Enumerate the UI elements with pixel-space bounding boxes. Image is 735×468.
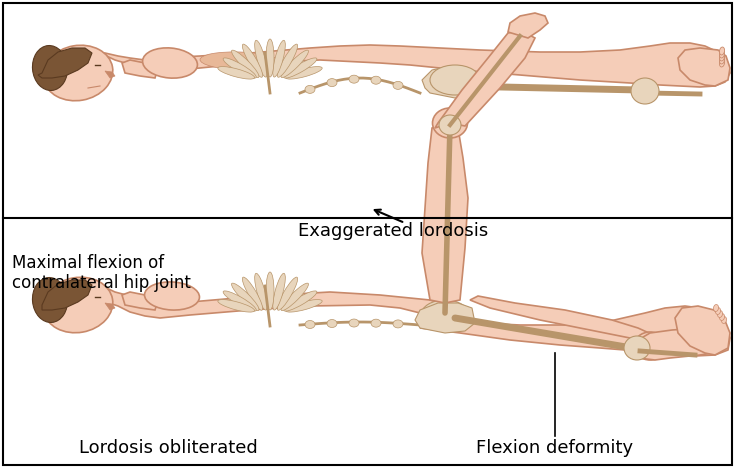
Ellipse shape bbox=[634, 332, 666, 360]
Ellipse shape bbox=[432, 108, 467, 138]
Polygon shape bbox=[52, 43, 730, 87]
Ellipse shape bbox=[255, 40, 268, 77]
Ellipse shape bbox=[243, 44, 262, 77]
Ellipse shape bbox=[266, 272, 274, 310]
Polygon shape bbox=[42, 280, 92, 310]
Polygon shape bbox=[422, 66, 480, 98]
Ellipse shape bbox=[281, 283, 309, 311]
Polygon shape bbox=[122, 60, 158, 78]
Ellipse shape bbox=[624, 336, 650, 360]
Ellipse shape bbox=[349, 75, 359, 83]
Ellipse shape bbox=[232, 283, 259, 311]
Ellipse shape bbox=[285, 66, 322, 79]
Polygon shape bbox=[470, 296, 665, 356]
Ellipse shape bbox=[143, 48, 198, 78]
Ellipse shape bbox=[720, 53, 725, 61]
Ellipse shape bbox=[232, 50, 259, 78]
Ellipse shape bbox=[243, 277, 262, 310]
Polygon shape bbox=[508, 13, 548, 38]
Ellipse shape bbox=[720, 314, 725, 321]
Ellipse shape bbox=[393, 81, 403, 89]
Ellipse shape bbox=[720, 59, 725, 67]
Ellipse shape bbox=[281, 50, 309, 78]
Polygon shape bbox=[105, 303, 115, 310]
Polygon shape bbox=[422, 123, 468, 303]
Ellipse shape bbox=[255, 273, 268, 310]
Ellipse shape bbox=[277, 277, 298, 310]
Ellipse shape bbox=[349, 319, 359, 327]
Ellipse shape bbox=[720, 56, 725, 64]
Ellipse shape bbox=[200, 52, 280, 70]
Text: Lordosis obliterated: Lordosis obliterated bbox=[79, 439, 257, 457]
Polygon shape bbox=[435, 30, 535, 128]
Ellipse shape bbox=[720, 50, 725, 58]
Ellipse shape bbox=[277, 44, 298, 77]
Ellipse shape bbox=[439, 115, 461, 135]
Polygon shape bbox=[38, 48, 92, 78]
Ellipse shape bbox=[223, 58, 257, 78]
Polygon shape bbox=[638, 328, 720, 360]
Ellipse shape bbox=[266, 39, 274, 77]
Polygon shape bbox=[122, 292, 158, 310]
Polygon shape bbox=[52, 282, 730, 356]
Ellipse shape bbox=[430, 65, 480, 95]
Ellipse shape bbox=[32, 278, 68, 322]
Ellipse shape bbox=[43, 277, 112, 333]
Ellipse shape bbox=[284, 58, 317, 78]
Ellipse shape bbox=[421, 300, 469, 330]
Ellipse shape bbox=[327, 320, 337, 328]
Ellipse shape bbox=[223, 291, 257, 311]
Ellipse shape bbox=[305, 321, 315, 329]
Ellipse shape bbox=[284, 291, 317, 311]
Polygon shape bbox=[678, 48, 730, 86]
Ellipse shape bbox=[218, 300, 254, 312]
Ellipse shape bbox=[145, 282, 199, 310]
Ellipse shape bbox=[43, 45, 112, 101]
Ellipse shape bbox=[720, 47, 725, 55]
Ellipse shape bbox=[631, 78, 659, 104]
Ellipse shape bbox=[371, 319, 381, 327]
Text: Exaggerated lordosis: Exaggerated lordosis bbox=[298, 222, 488, 240]
Ellipse shape bbox=[715, 307, 720, 314]
Polygon shape bbox=[415, 303, 475, 333]
Ellipse shape bbox=[393, 320, 403, 328]
Ellipse shape bbox=[714, 305, 719, 312]
Ellipse shape bbox=[371, 76, 381, 84]
Text: Flexion deformity: Flexion deformity bbox=[476, 439, 634, 457]
Ellipse shape bbox=[273, 273, 285, 310]
Ellipse shape bbox=[218, 66, 254, 79]
Ellipse shape bbox=[273, 40, 285, 77]
Ellipse shape bbox=[722, 316, 726, 323]
Ellipse shape bbox=[32, 45, 68, 90]
Ellipse shape bbox=[305, 85, 315, 94]
Ellipse shape bbox=[327, 79, 337, 87]
Ellipse shape bbox=[717, 311, 723, 317]
Polygon shape bbox=[675, 306, 730, 355]
Polygon shape bbox=[105, 71, 115, 78]
Text: Maximal flexion of
contralateral hip joint: Maximal flexion of contralateral hip joi… bbox=[12, 254, 191, 292]
Ellipse shape bbox=[285, 300, 322, 312]
